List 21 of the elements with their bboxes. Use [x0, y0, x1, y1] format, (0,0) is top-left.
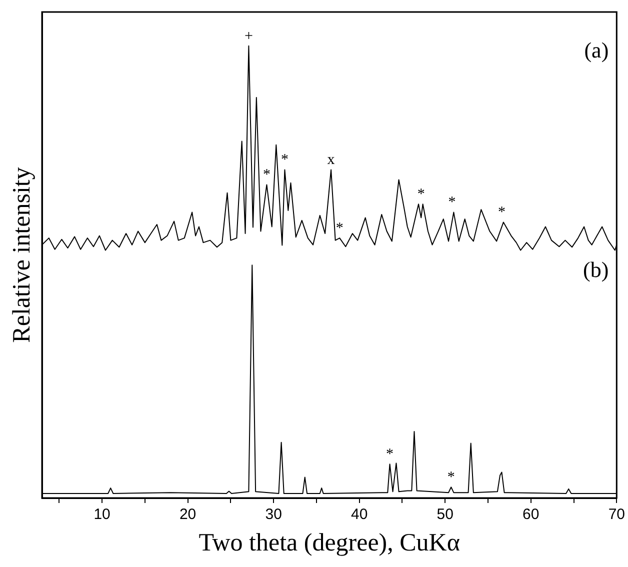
annotation: *: [262, 167, 270, 184]
annotation: *: [336, 220, 344, 236]
annotation: *: [417, 186, 425, 203]
x-tick-label: 50: [436, 506, 454, 524]
annotation: (b): [583, 256, 609, 282]
x-tick-label: 30: [265, 506, 282, 524]
annotation: x: [327, 152, 336, 168]
x-tick-label: 60: [522, 506, 540, 524]
annotation: *: [448, 194, 456, 211]
x-tick-label: 40: [351, 506, 368, 524]
annotation: (a): [584, 38, 609, 63]
y-axis-title: Relative intensity: [8, 166, 36, 343]
x-tick-label: 70: [608, 506, 625, 524]
annotation: *: [280, 152, 288, 168]
annotation: *: [498, 204, 506, 221]
x-axis-title: Two theta (degree), CuKα: [198, 530, 460, 557]
annotation: *: [386, 446, 394, 463]
annotation: +: [244, 28, 253, 44]
x-tick-label: 10: [94, 506, 110, 524]
x-tick-label: 20: [179, 506, 196, 524]
annotation: *: [447, 470, 455, 486]
